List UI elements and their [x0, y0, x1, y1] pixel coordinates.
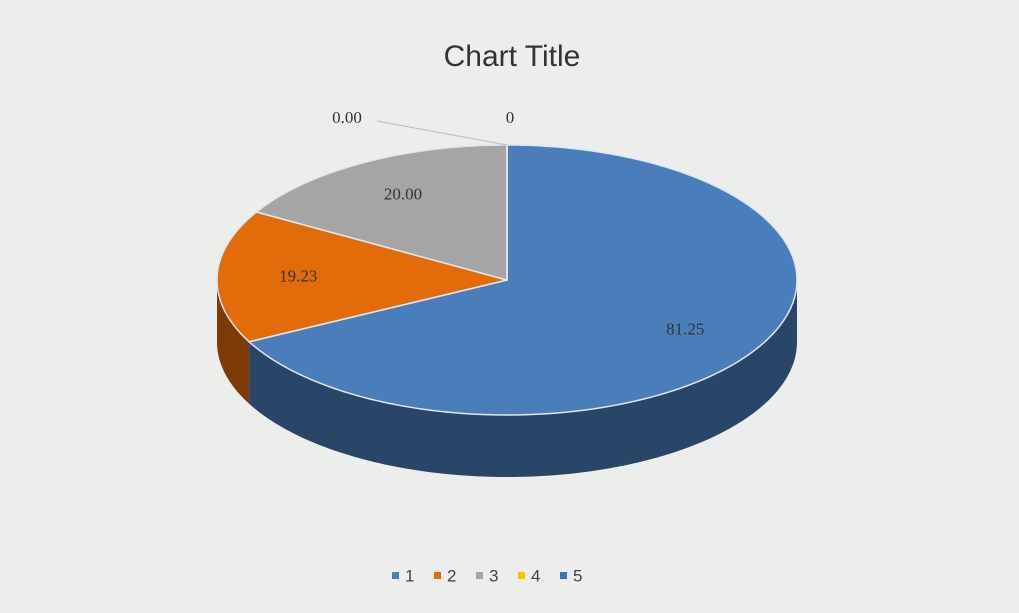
slice [247, 144, 798, 416]
data-label: 19.23 [279, 266, 317, 285]
chart-title: Chart Title [444, 40, 581, 73]
slice [254, 144, 508, 281]
leader-line [376, 120, 508, 146]
legend-swatch [560, 572, 567, 579]
legend-swatch [392, 572, 399, 579]
legend-label: 3 [489, 566, 498, 585]
legend-swatch [434, 572, 441, 579]
legend-swatch [518, 572, 525, 579]
data-label: 0 [506, 108, 515, 127]
data-label: 20.00 [384, 185, 422, 204]
slice [216, 211, 508, 343]
legend-label: 1 [405, 566, 414, 585]
legend-label: 2 [447, 566, 456, 585]
slice-side [217, 280, 250, 404]
data-label: 0.00 [332, 108, 362, 127]
slice-side [249, 280, 798, 477]
legend-label: 4 [531, 566, 540, 585]
legend-swatch [476, 572, 483, 579]
legend-label: 5 [573, 566, 582, 585]
data-label: 81.25 [666, 320, 704, 339]
